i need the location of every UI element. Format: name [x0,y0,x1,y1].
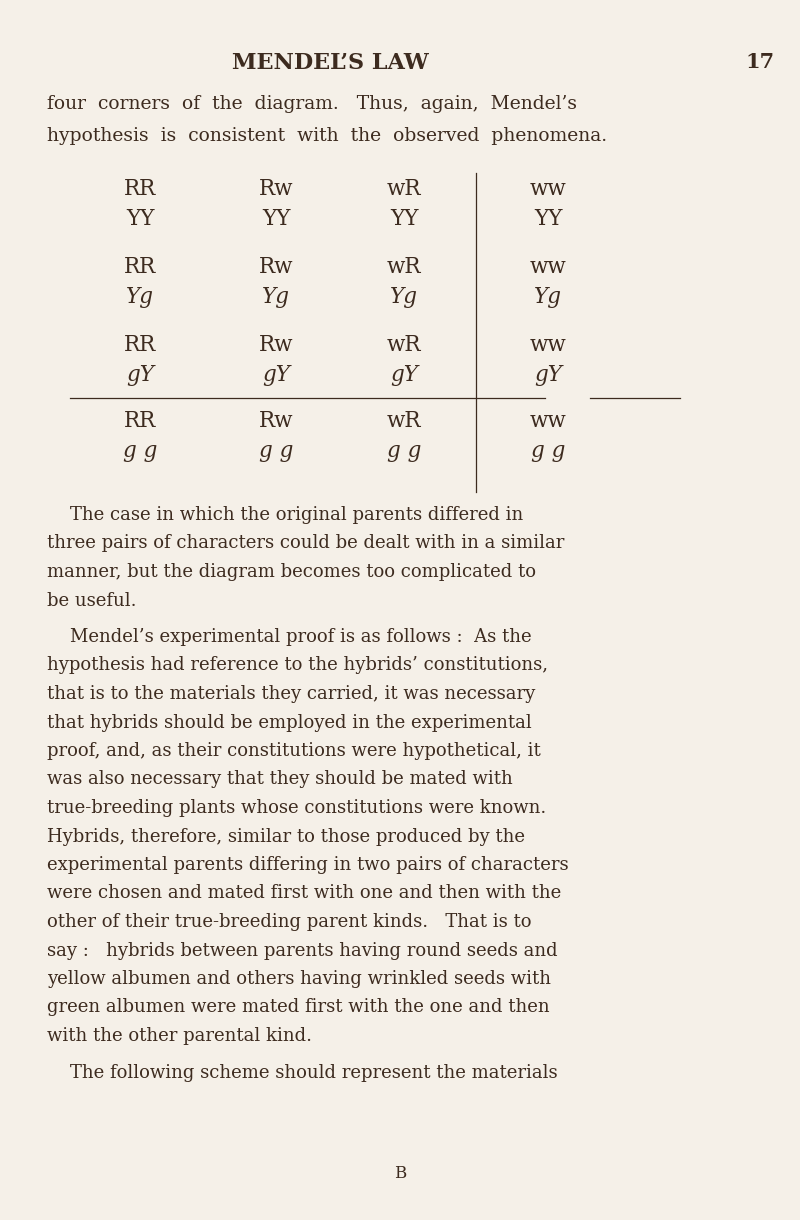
Text: wR: wR [386,256,422,278]
Text: RR: RR [124,410,156,432]
Text: true-breeding plants whose constitutions were known.: true-breeding plants whose constitutions… [47,799,546,817]
Text: YY: YY [534,207,562,231]
Text: YY: YY [126,207,154,231]
Text: gY: gY [126,364,154,386]
Text: MENDEL’S LAW: MENDEL’S LAW [232,52,428,74]
Text: YY: YY [262,207,290,231]
Text: RR: RR [124,334,156,356]
Text: Mendel’s experimental proof is as follows :  As the: Mendel’s experimental proof is as follow… [47,628,532,647]
Text: proof, and, as their constitutions were hypothetical, it: proof, and, as their constitutions were … [47,742,541,760]
Text: g g: g g [123,440,157,462]
Text: B: B [394,1165,406,1182]
Text: wR: wR [386,178,422,200]
Text: 17: 17 [746,52,774,72]
Text: gY: gY [262,364,290,386]
Text: manner, but the diagram becomes too complicated to: manner, but the diagram becomes too comp… [47,562,536,581]
Text: say :   hybrids between parents having round seeds and: say : hybrids between parents having rou… [47,942,558,959]
Text: Yg: Yg [390,285,418,307]
Text: RR: RR [124,256,156,278]
Text: Rw: Rw [258,256,294,278]
Text: ww: ww [530,410,566,432]
Text: g g: g g [259,440,293,462]
Text: was also necessary that they should be mated with: was also necessary that they should be m… [47,771,513,788]
Text: g g: g g [531,440,565,462]
Text: Yg: Yg [534,285,562,307]
Text: Hybrids, therefore, similar to those produced by the: Hybrids, therefore, similar to those pro… [47,827,525,845]
Text: four  corners  of  the  diagram.   Thus,  again,  Mendel’s: four corners of the diagram. Thus, again… [47,95,577,113]
Text: g g: g g [387,440,421,462]
Text: YY: YY [390,207,418,231]
Text: wR: wR [386,334,422,356]
Text: that is to the materials they carried, it was necessary: that is to the materials they carried, i… [47,684,535,703]
Text: Yg: Yg [126,285,154,307]
Text: that hybrids should be employed in the experimental: that hybrids should be employed in the e… [47,714,532,732]
Text: The case in which the original parents differed in: The case in which the original parents d… [47,506,523,525]
Text: Rw: Rw [258,334,294,356]
Text: green albumen were mated first with the one and then: green albumen were mated first with the … [47,998,550,1016]
Text: hypothesis  is  consistent  with  the  observed  phenomena.: hypothesis is consistent with the observ… [47,127,607,145]
Text: The following scheme should represent the materials: The following scheme should represent th… [47,1064,558,1081]
Text: be useful.: be useful. [47,592,137,610]
Text: wR: wR [386,410,422,432]
Text: RR: RR [124,178,156,200]
Text: hypothesis had reference to the hybrids’ constitutions,: hypothesis had reference to the hybrids’… [47,656,548,675]
Text: experimental parents differing in two pairs of characters: experimental parents differing in two pa… [47,856,569,874]
Text: ww: ww [530,178,566,200]
Text: ww: ww [530,256,566,278]
Text: Rw: Rw [258,178,294,200]
Text: Rw: Rw [258,410,294,432]
Text: were chosen and mated first with one and then with the: were chosen and mated first with one and… [47,884,562,903]
Text: gY: gY [390,364,418,386]
Text: three pairs of characters could be dealt with in a similar: three pairs of characters could be dealt… [47,534,564,553]
Text: other of their true-breeding parent kinds.   That is to: other of their true-breeding parent kind… [47,913,531,931]
Text: yellow albumen and others having wrinkled seeds with: yellow albumen and others having wrinkle… [47,970,551,988]
Text: with the other parental kind.: with the other parental kind. [47,1027,312,1046]
Text: ww: ww [530,334,566,356]
Text: Yg: Yg [262,285,290,307]
Text: gY: gY [534,364,562,386]
